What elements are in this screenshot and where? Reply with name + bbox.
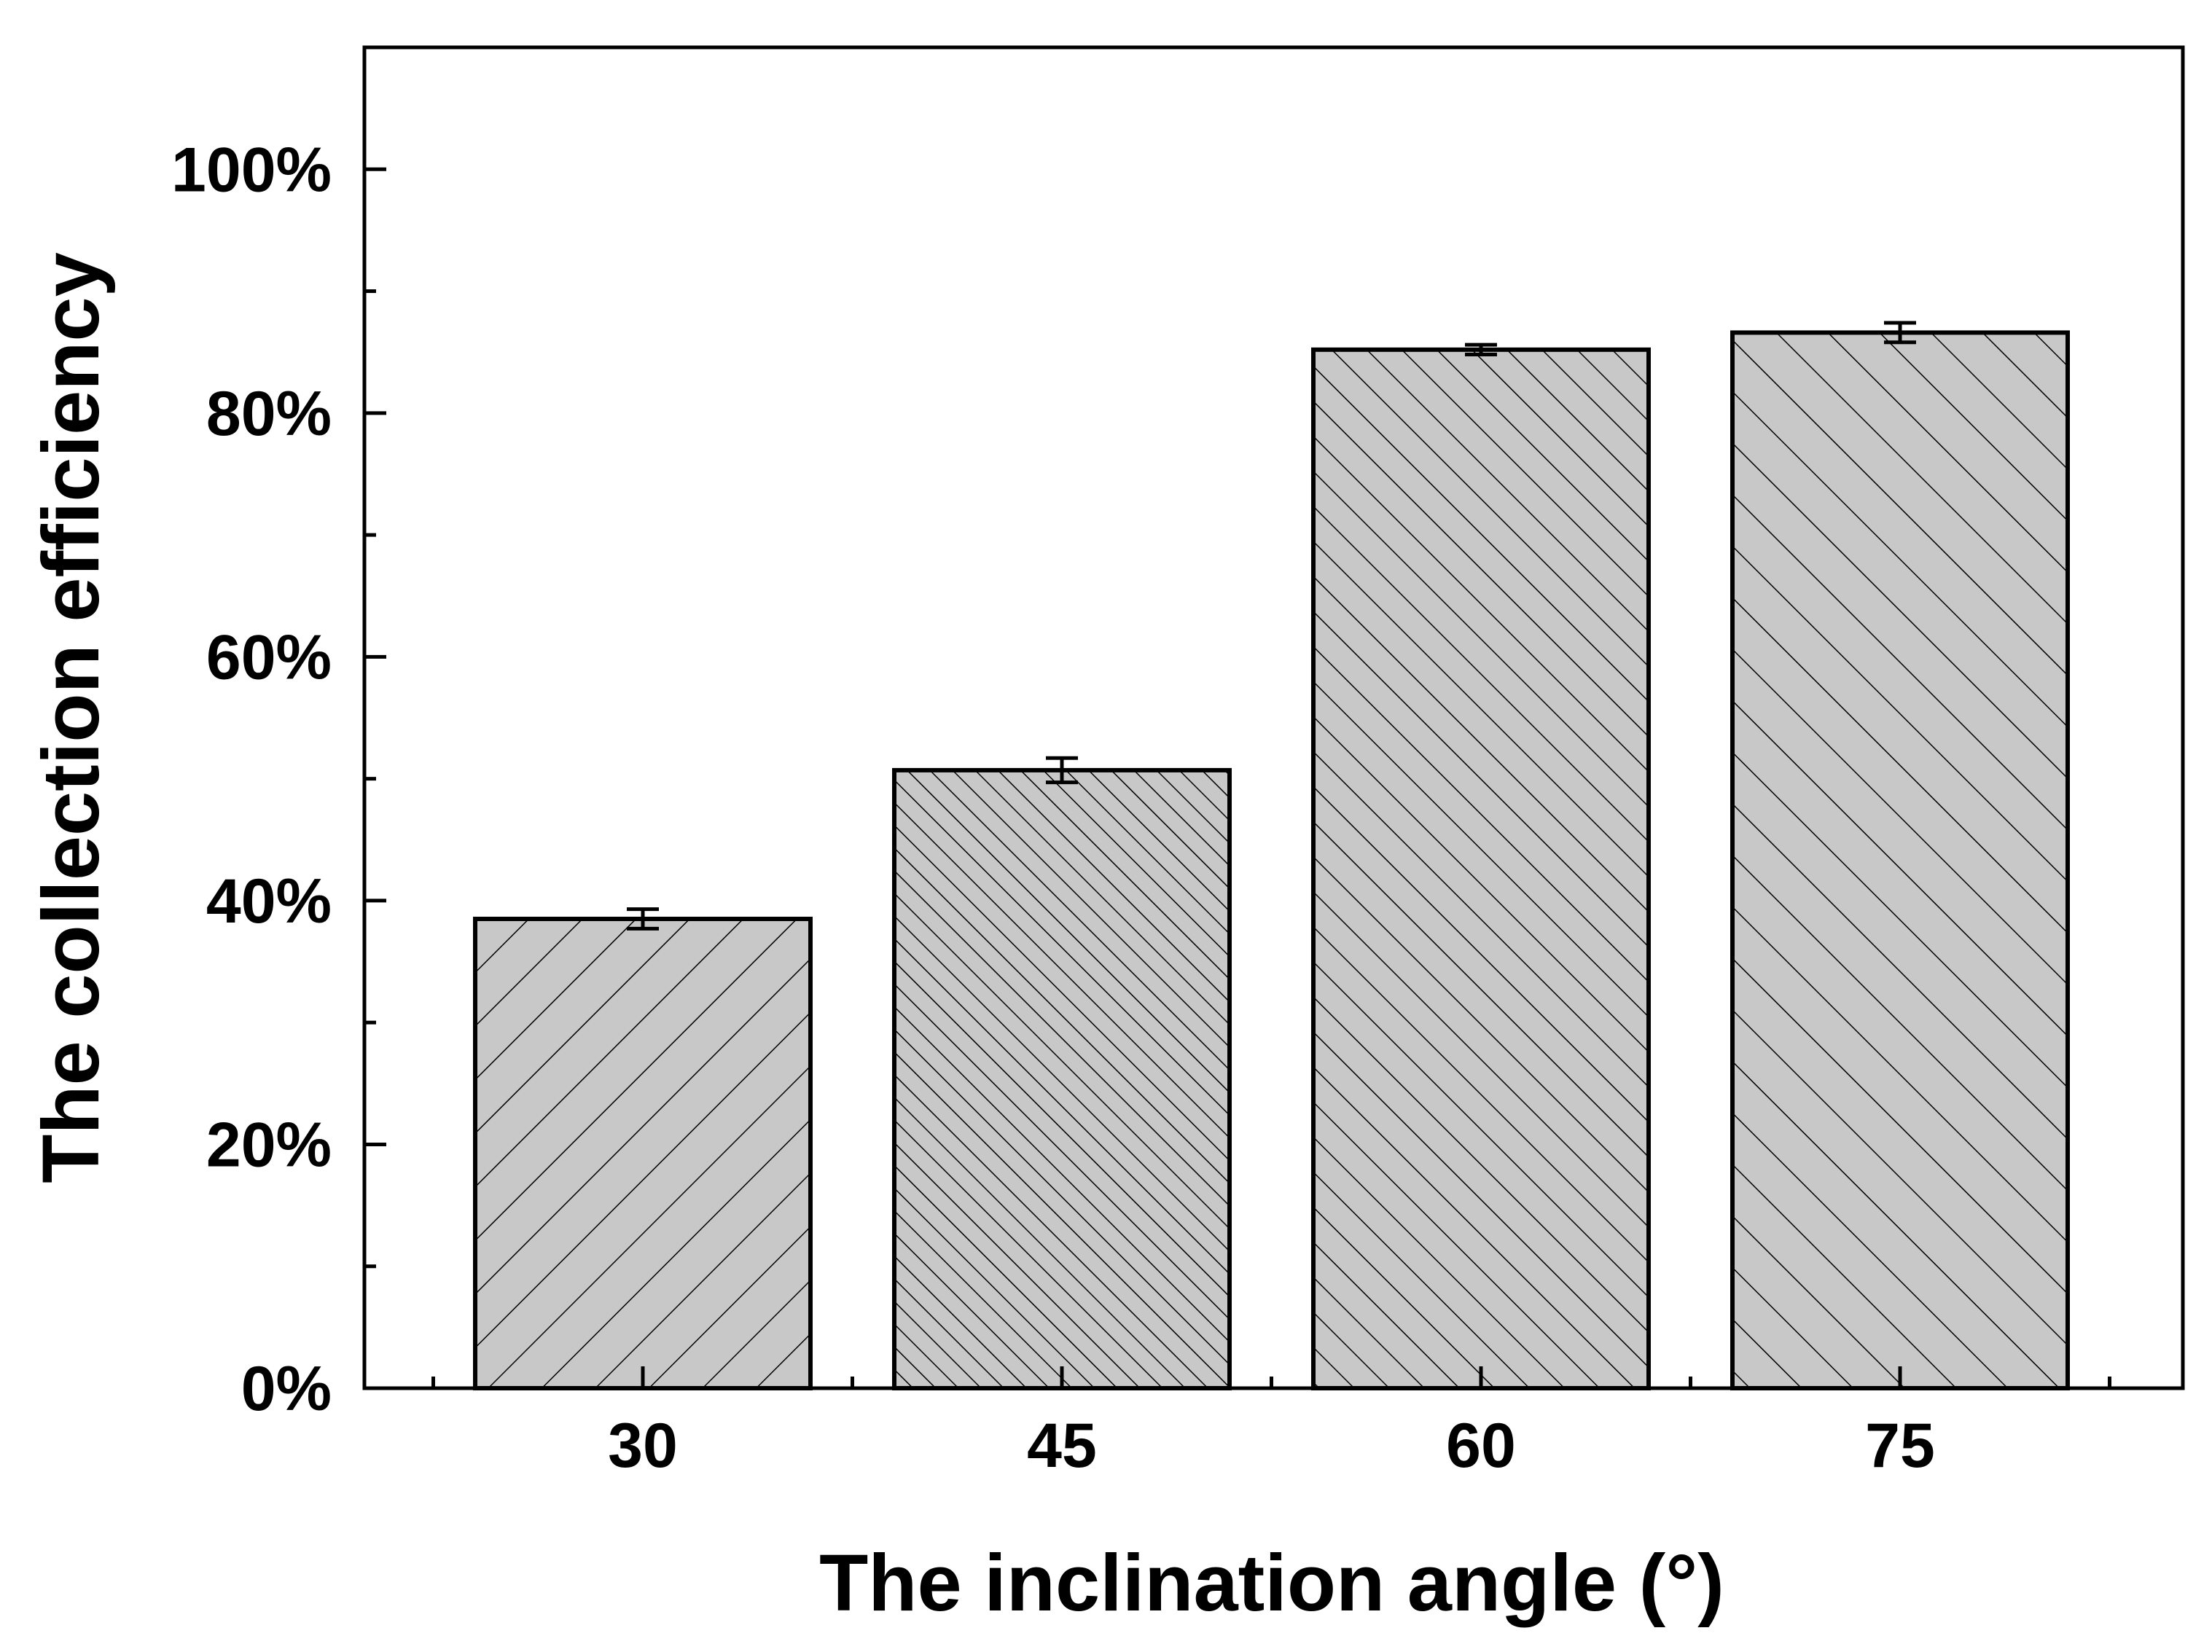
- y-tick-label-100: 100%: [171, 135, 332, 205]
- bar-45: [892, 767, 1232, 1390]
- bar-60: [1311, 347, 1651, 1391]
- y-tick-label-80: 80%: [206, 379, 332, 449]
- y-tick-label-60: 60%: [206, 622, 332, 692]
- x-axis-title: The inclination angle (°): [819, 1538, 1724, 1628]
- bars-layer: [473, 330, 2070, 1391]
- ticks-layer: 30 45 60 75 0% 20% 40% 60% 80% 100%: [171, 135, 2111, 1481]
- y-axis-title: The collection efficiency: [26, 252, 116, 1183]
- x-tick-label-75: 75: [1865, 1411, 1935, 1481]
- x-tick-label-60: 60: [1446, 1411, 1516, 1481]
- x-tick-label-45: 45: [1027, 1411, 1097, 1481]
- error-bar-60: [1465, 342, 1497, 357]
- bar-30: [473, 917, 813, 1390]
- bar-75: [1730, 330, 2070, 1390]
- y-tick-label-20: 20%: [206, 1110, 332, 1180]
- error-bar-75: [1884, 321, 1916, 345]
- error-bars-layer: [627, 321, 1916, 931]
- y-tick-label-0: 0%: [241, 1354, 332, 1424]
- error-bar-45: [1046, 756, 1078, 785]
- x-tick-label-30: 30: [608, 1411, 678, 1481]
- plot-frame: [362, 45, 2185, 1390]
- error-bar-30: [627, 907, 659, 931]
- y-tick-label-40: 40%: [206, 866, 332, 936]
